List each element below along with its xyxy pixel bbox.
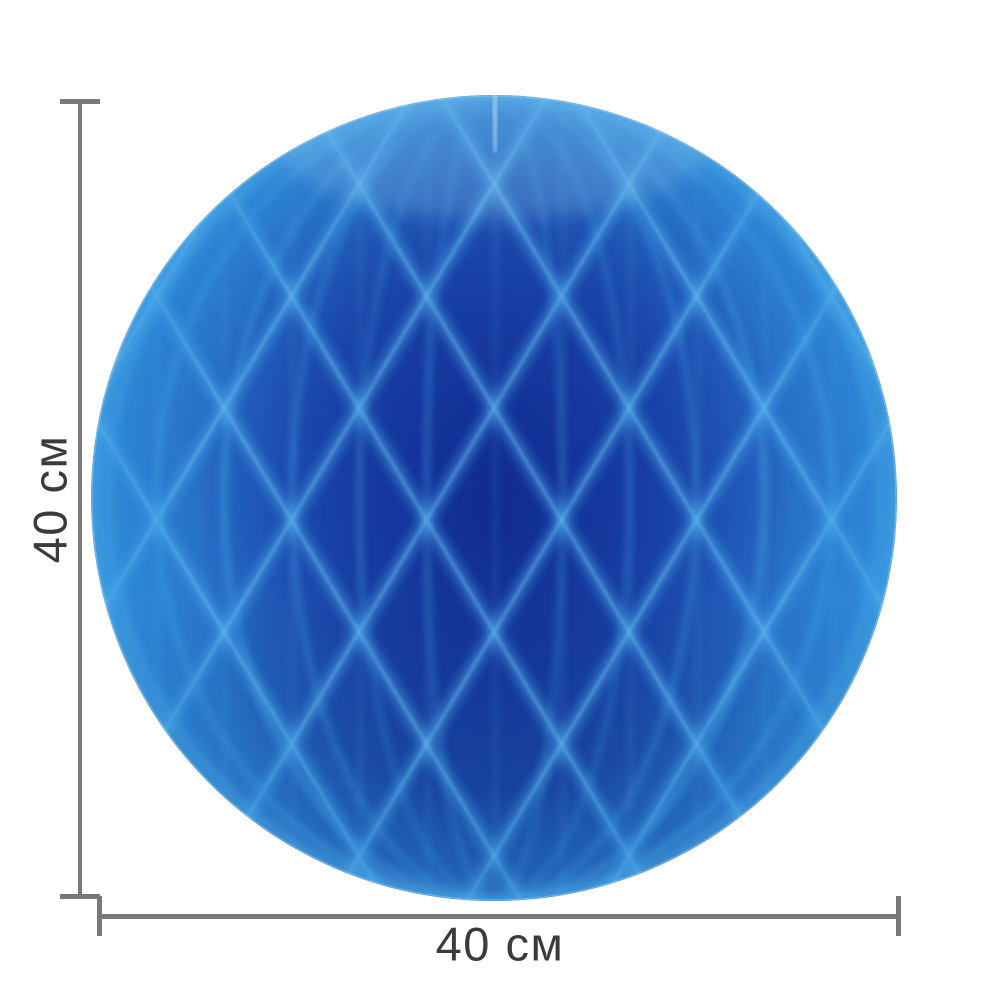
- horizontal-dimension-line: [98, 914, 900, 919]
- horizontal-dimension-tick-left: [97, 896, 102, 936]
- vertical-dimension-cap-top: [60, 99, 100, 104]
- vertical-dimension-label: 40 см: [23, 434, 77, 564]
- horizontal-dimension-tick-right: [896, 896, 901, 936]
- vertical-dimension-cap-bottom: [60, 894, 100, 899]
- ball-body: [91, 95, 897, 901]
- ball-soft-edge: [91, 95, 897, 901]
- vertical-dimension-line: [78, 101, 82, 896]
- horizontal-dimension-label: 40 см: [435, 917, 565, 971]
